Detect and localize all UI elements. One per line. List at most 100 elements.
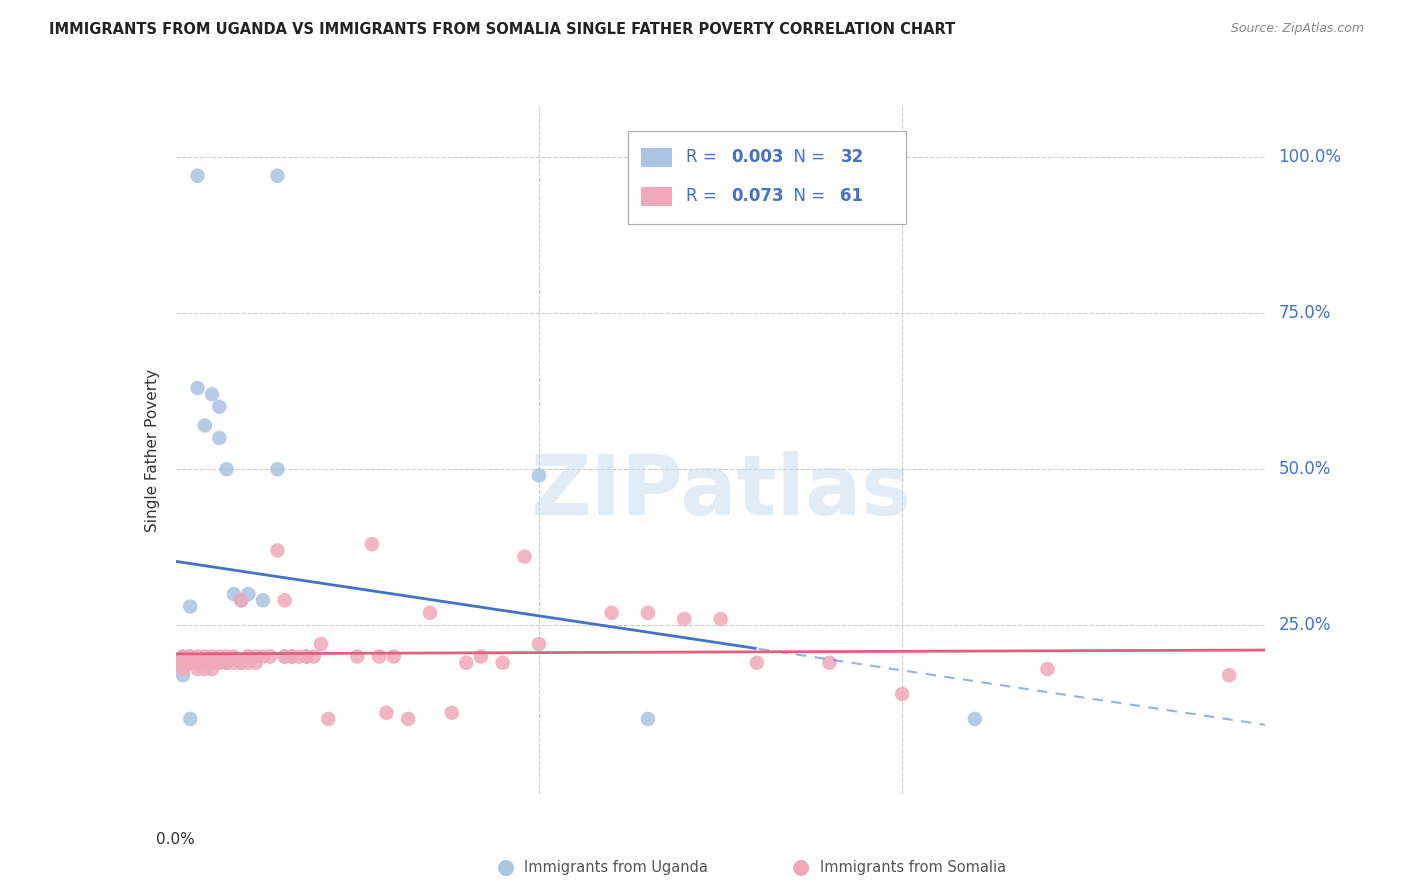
Point [172,656,194,670]
Point [963,712,986,726]
Point [396,712,419,726]
Point [637,712,659,726]
Point [231,656,253,670]
Text: 50.0%: 50.0% [1278,460,1331,478]
Point [238,656,260,670]
Point [201,656,224,670]
Point [295,649,318,664]
Point [252,649,274,664]
Point [281,649,304,664]
Point [252,593,274,607]
Point [375,706,398,720]
Text: ●: ● [793,857,810,877]
Point [172,649,194,664]
Point [172,668,194,682]
Point [215,656,238,670]
Point [179,656,201,670]
Text: 25.0%: 25.0% [1278,616,1331,634]
Point [186,662,209,676]
Point [201,387,224,401]
Text: N =: N = [783,187,830,205]
Text: 0.073: 0.073 [731,187,785,205]
Point [360,537,382,551]
Point [710,612,733,626]
Point [266,543,288,558]
Point [259,649,281,664]
Point [179,599,201,614]
Point [179,649,201,664]
Text: 0.003: 0.003 [731,148,785,166]
Point [456,656,478,670]
Text: 32: 32 [841,148,863,166]
Point [295,649,318,664]
Point [194,418,217,433]
Point [179,656,201,670]
FancyBboxPatch shape [641,186,672,206]
Text: 75.0%: 75.0% [1278,304,1331,322]
Point [172,649,194,664]
Point [419,606,441,620]
Point [245,649,267,664]
Point [818,656,841,670]
Text: 0.0%: 0.0% [156,831,195,847]
Point [194,656,217,670]
Point [231,656,253,670]
Point [891,687,914,701]
Text: Immigrants from Somalia: Immigrants from Somalia [820,860,1005,874]
Y-axis label: Single Father Poverty: Single Father Poverty [145,369,160,532]
Point [281,649,304,664]
Point [346,649,368,664]
Point [368,649,391,664]
Point [194,649,217,664]
Point [440,706,463,720]
Text: Immigrants from Uganda: Immigrants from Uganda [524,860,709,874]
Text: R =: R = [686,187,721,205]
Point [238,649,260,664]
Point [231,593,253,607]
Point [194,662,217,676]
Point [201,662,224,676]
Point [201,656,224,670]
Point [186,656,209,670]
Point [208,656,231,670]
Point [637,606,659,620]
Point [172,662,194,676]
Point [172,656,194,670]
Point [266,462,288,476]
Point [215,462,238,476]
Point [172,656,194,670]
Point [215,649,238,664]
FancyBboxPatch shape [641,147,672,167]
Point [318,712,340,726]
Text: N =: N = [783,148,830,166]
Text: R =: R = [686,148,721,166]
Point [194,656,217,670]
Point [302,649,325,664]
Point [1218,668,1240,682]
Point [186,169,209,183]
Point [274,649,297,664]
Point [222,656,245,670]
Point [186,656,209,670]
Point [274,593,297,607]
Point [222,587,245,601]
Point [513,549,536,564]
Point [527,637,550,651]
Point [179,649,201,664]
Point [470,649,492,664]
Point [215,656,238,670]
Point [172,656,194,670]
Point [527,468,550,483]
Point [673,612,696,626]
Point [274,649,297,664]
FancyBboxPatch shape [628,131,905,224]
Point [238,587,260,601]
Point [186,649,209,664]
Point [208,656,231,670]
Point [231,593,253,607]
Text: IMMIGRANTS FROM UGANDA VS IMMIGRANTS FROM SOMALIA SINGLE FATHER POVERTY CORRELAT: IMMIGRANTS FROM UGANDA VS IMMIGRANTS FRO… [49,22,956,37]
Point [600,606,623,620]
Point [186,381,209,395]
Point [179,712,201,726]
Point [288,649,311,664]
